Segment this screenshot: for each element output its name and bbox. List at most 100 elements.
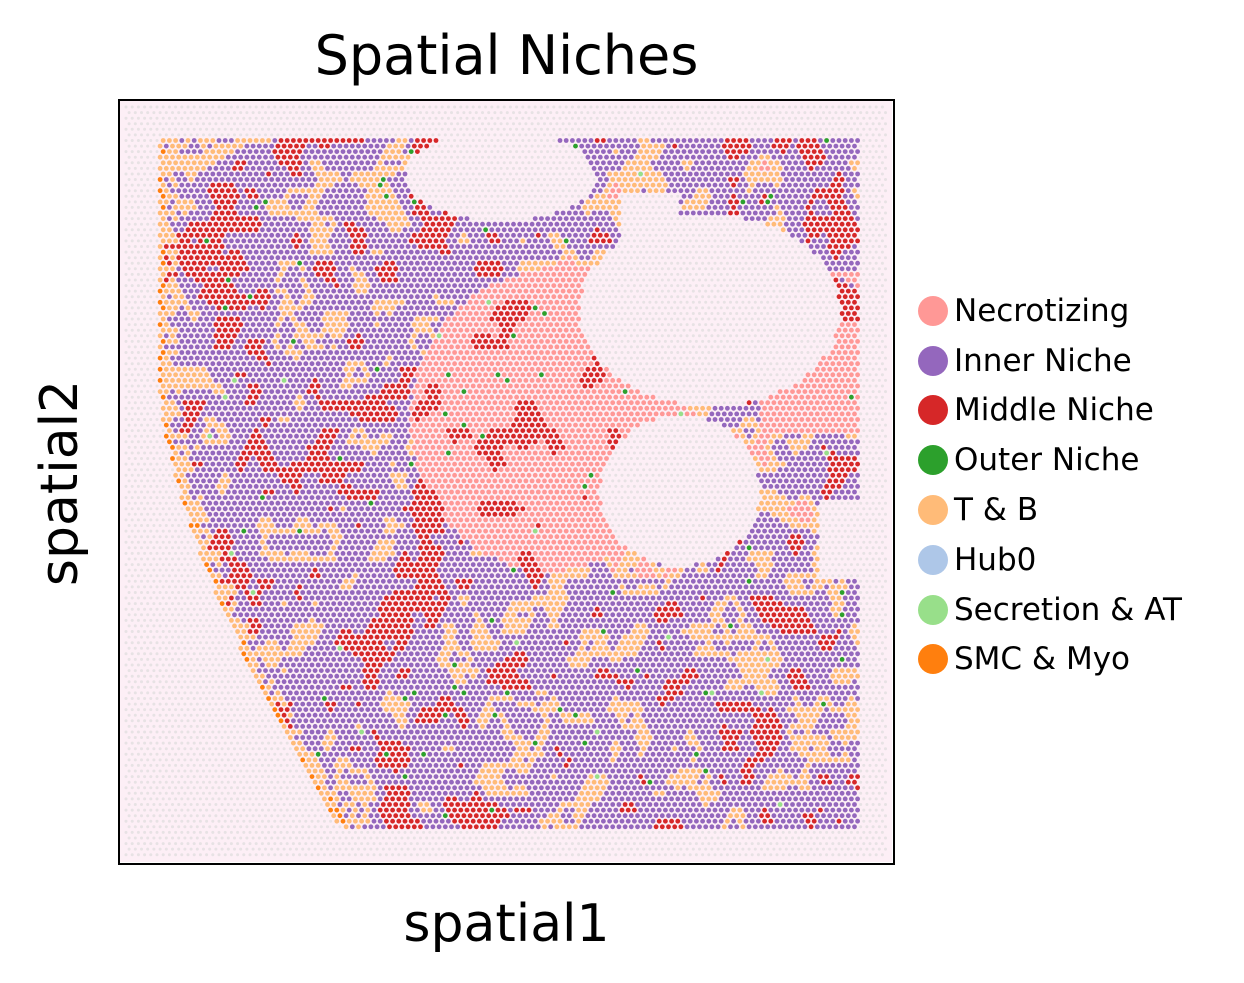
spot-unassigned [701, 239, 705, 243]
spot-inner-niche [737, 171, 743, 177]
spot-unassigned [236, 127, 240, 131]
spot-unassigned [456, 111, 460, 115]
spot-unassigned [871, 122, 875, 126]
spot-inner-niche [721, 188, 727, 194]
spot-unassigned [679, 323, 683, 327]
spot-necrotizing [607, 193, 612, 199]
spot-t-b [377, 205, 383, 210]
spot-unassigned [580, 122, 584, 126]
spot-inner-niche [213, 266, 219, 272]
spot-necrotizing [489, 305, 495, 311]
spot-inner-niche [501, 227, 507, 233]
spot-necrotizing [542, 299, 547, 305]
spot-unassigned [651, 127, 655, 131]
spot-t-b [300, 188, 306, 194]
spot-inner-niche [325, 288, 330, 294]
spot-outer-niche [253, 205, 259, 210]
spot-unassigned [744, 317, 748, 321]
spot-unassigned [530, 155, 534, 159]
spot-unassigned [425, 111, 429, 115]
spot-unassigned [155, 194, 159, 198]
spot-unassigned [750, 239, 754, 243]
spot-t-b [157, 199, 163, 205]
spot-unassigned [632, 261, 636, 265]
spot-unassigned [474, 133, 478, 137]
spot-necrotizing [566, 322, 572, 327]
spot-inner-niche [554, 255, 560, 261]
spot-middle-niche [446, 249, 451, 255]
spot-inner-niche [821, 143, 826, 149]
spot-unassigned [701, 272, 705, 276]
spot-unassigned [310, 127, 314, 131]
spot-inner-niche [216, 160, 222, 166]
spot-unassigned [208, 133, 212, 137]
spot-t-b [170, 166, 175, 171]
spot-unassigned [719, 306, 723, 310]
spot-t-b [300, 322, 306, 327]
spot-inner-niche [303, 249, 309, 255]
spot-unassigned [710, 133, 714, 137]
spot-unassigned [549, 200, 553, 204]
spot-inner-niche [306, 177, 312, 182]
spot-t-b [210, 138, 216, 143]
spot-unassigned [682, 228, 686, 232]
spot-unassigned [152, 278, 156, 282]
spot-inner-niche [833, 143, 839, 149]
spot-t-b [173, 149, 178, 154]
spot-inner-niche [849, 260, 854, 266]
spot-t-b [173, 138, 178, 143]
spot-unassigned [815, 122, 819, 126]
spot-unassigned [146, 222, 150, 226]
spot-inner-niche [619, 160, 625, 166]
spot-t-b [163, 154, 169, 160]
spot-inner-niche [821, 166, 826, 171]
spot-t-b [390, 193, 395, 199]
spot-inner-niche [746, 154, 752, 160]
spot-unassigned [756, 239, 760, 243]
spot-unassigned [586, 178, 590, 181]
spot-inner-niche [455, 221, 461, 227]
spot-necrotizing [557, 272, 563, 277]
spot-unassigned [837, 317, 841, 321]
spot-middle-niche [191, 249, 197, 255]
spot-inner-niche [359, 193, 364, 199]
spot-inner-niche [504, 221, 510, 227]
spot-inner-niche [185, 193, 191, 199]
spot-middle-niche [511, 299, 516, 305]
spot-unassigned [155, 217, 159, 221]
spot-middle-niche [607, 238, 612, 244]
spot-t-b [641, 154, 647, 160]
spot-t-b [303, 327, 309, 333]
spot-inner-niche [365, 305, 371, 311]
spot-unassigned [632, 306, 636, 310]
spot-unassigned [428, 183, 432, 187]
spot-necrotizing [560, 266, 566, 272]
spot-middle-niche [849, 216, 854, 221]
spot-unassigned [434, 172, 438, 176]
spot-unassigned [143, 205, 147, 209]
spot-inner-niche [260, 205, 265, 210]
spot-smc-myo [157, 188, 163, 194]
spot-inner-niche [731, 171, 736, 177]
spot-inner-niche [607, 138, 612, 143]
spot-unassigned [143, 295, 147, 299]
spot-middle-niche [260, 305, 265, 311]
spot-t-b [300, 299, 306, 305]
spot-unassigned [853, 133, 856, 137]
spot-unassigned [769, 295, 773, 299]
spot-t-b [359, 272, 364, 277]
spot-middle-niche [740, 143, 746, 149]
spot-unassigned [446, 183, 450, 187]
spot-t-b [635, 166, 640, 171]
spot-inner-niche [368, 221, 374, 227]
spot-unassigned [884, 200, 887, 204]
spot-necrotizing [473, 322, 479, 327]
spot-unassigned [536, 122, 540, 126]
spot-inner-niche [681, 193, 687, 199]
spot-inner-niche [353, 316, 358, 322]
spot-unassigned [428, 127, 432, 131]
spot-inner-niche [294, 266, 299, 272]
spot-inner-niche [297, 294, 302, 300]
spot-unassigned [670, 116, 674, 120]
spot-inner-niche [461, 266, 467, 272]
